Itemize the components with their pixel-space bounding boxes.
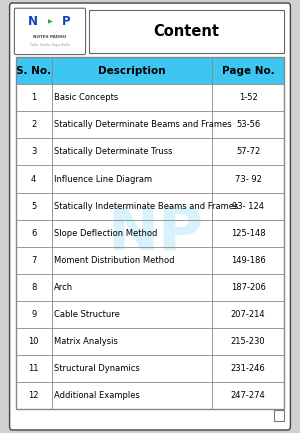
Text: 187-206: 187-206	[231, 283, 266, 292]
Text: Structural Dynamics: Structural Dynamics	[54, 364, 140, 373]
Text: Basic Concepts: Basic Concepts	[54, 93, 118, 102]
Text: Moment Distribution Method: Moment Distribution Method	[54, 256, 175, 265]
Bar	[16, 57, 284, 409]
Text: 93- 124: 93- 124	[232, 202, 264, 210]
Text: NP: NP	[107, 204, 203, 263]
Text: Padho, Samjho, Aagey Badho: Padho, Samjho, Aagey Badho	[30, 43, 70, 47]
Text: 11: 11	[28, 364, 39, 373]
Text: Statically Indeterminate Beams and Frames: Statically Indeterminate Beams and Frame…	[54, 202, 239, 210]
Text: 2: 2	[31, 120, 36, 129]
Text: 7: 7	[31, 256, 36, 265]
Text: Additional Examples: Additional Examples	[54, 391, 140, 400]
Text: 231-246: 231-246	[231, 364, 266, 373]
FancyBboxPatch shape	[10, 3, 290, 430]
Text: 1-52: 1-52	[239, 93, 257, 102]
Text: 6: 6	[31, 229, 36, 238]
Text: Matrix Analysis: Matrix Analysis	[54, 337, 118, 346]
Text: 215-230: 215-230	[231, 337, 266, 346]
Text: Cable Structure: Cable Structure	[54, 310, 120, 319]
Text: S. No.: S. No.	[16, 66, 51, 76]
Text: Arch: Arch	[54, 283, 74, 292]
Text: 1: 1	[31, 93, 36, 102]
Text: Influence Line Diagram: Influence Line Diagram	[54, 174, 152, 184]
Text: N: N	[28, 16, 38, 29]
Text: Description: Description	[98, 66, 166, 76]
Text: P: P	[61, 16, 70, 29]
Text: 57-72: 57-72	[236, 147, 260, 156]
Text: Statically Determinate Truss: Statically Determinate Truss	[54, 147, 173, 156]
Text: Content: Content	[154, 24, 220, 39]
Text: 10: 10	[28, 337, 39, 346]
Text: 4: 4	[31, 174, 36, 184]
Bar	[89, 10, 284, 53]
Text: 149-186: 149-186	[231, 256, 266, 265]
Text: NOTES PADHO: NOTES PADHO	[33, 35, 67, 39]
Text: ▶: ▶	[48, 19, 52, 24]
Text: 3: 3	[31, 147, 36, 156]
Bar	[16, 57, 284, 84]
Text: Slope Deflection Method: Slope Deflection Method	[54, 229, 158, 238]
Bar	[274, 410, 284, 421]
Text: 9: 9	[31, 310, 36, 319]
Text: Page No.: Page No.	[222, 66, 274, 76]
Text: 207-214: 207-214	[231, 310, 266, 319]
Text: 12: 12	[28, 391, 39, 400]
Text: 53-56: 53-56	[236, 120, 260, 129]
Text: 247-274: 247-274	[231, 391, 266, 400]
Text: 8: 8	[31, 283, 36, 292]
Text: 125-148: 125-148	[231, 229, 266, 238]
Text: 5: 5	[31, 202, 36, 210]
FancyBboxPatch shape	[14, 8, 86, 55]
Text: 73- 92: 73- 92	[235, 174, 262, 184]
Text: Statically Determinate Beams and Frames: Statically Determinate Beams and Frames	[54, 120, 232, 129]
